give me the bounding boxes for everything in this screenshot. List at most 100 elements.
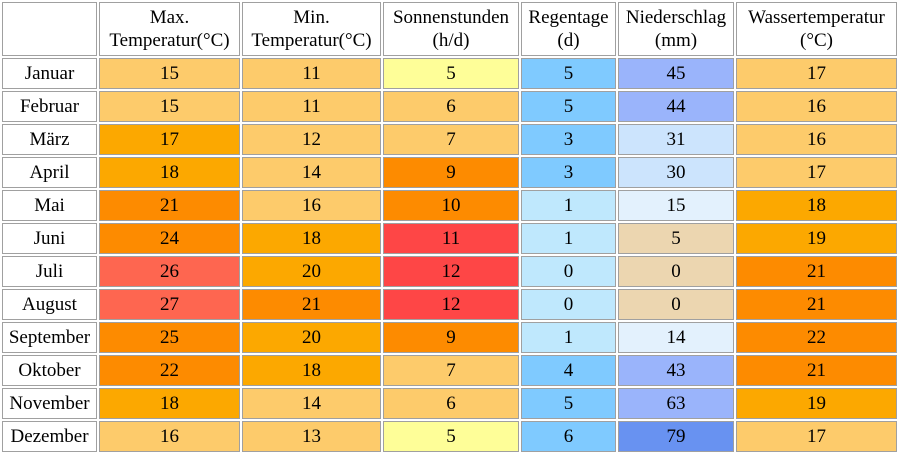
cell-rain-days: 1: [521, 322, 616, 353]
table-row: März 17 12 7 3 31 16: [2, 124, 897, 155]
month-label: Dezember: [2, 421, 97, 452]
table-row: August 27 21 12 0 0 21: [2, 289, 897, 320]
cell-min-temp: 16: [242, 190, 381, 221]
cell-rain-days: 1: [521, 223, 616, 254]
header-row: Max. Temperatur(°C) Min. Temperatur(°C) So…: [2, 2, 897, 56]
cell-max-temp: 17: [99, 124, 240, 155]
cell-rain-days: 5: [521, 58, 616, 89]
cell-min-temp: 12: [242, 124, 381, 155]
table-row: Dezember 16 13 5 6 79 17: [2, 421, 897, 452]
table-row: Juni 24 18 11 1 5 19: [2, 223, 897, 254]
cell-min-temp: 11: [242, 58, 381, 89]
cell-sun-hours: 9: [383, 157, 519, 188]
cell-max-temp: 18: [99, 388, 240, 419]
cell-max-temp: 25: [99, 322, 240, 353]
cell-rain-days: 3: [521, 157, 616, 188]
cell-water-temp: 16: [736, 124, 897, 155]
cell-precipitation: 45: [618, 58, 734, 89]
cell-precipitation: 31: [618, 124, 734, 155]
table-row: November 18 14 6 5 63 19: [2, 388, 897, 419]
cell-precipitation: 14: [618, 322, 734, 353]
cell-min-temp: 20: [242, 322, 381, 353]
cell-water-temp: 21: [736, 355, 897, 386]
month-label: Oktober: [2, 355, 97, 386]
cell-precipitation: 0: [618, 289, 734, 320]
table-row: Oktober 22 18 7 4 43 21: [2, 355, 897, 386]
cell-max-temp: 27: [99, 289, 240, 320]
cell-water-temp: 22: [736, 322, 897, 353]
cell-rain-days: 5: [521, 388, 616, 419]
cell-sun-hours: 12: [383, 289, 519, 320]
month-label: Januar: [2, 58, 97, 89]
header-precipitation: Niederschlag (mm): [618, 2, 734, 56]
cell-sun-hours: 6: [383, 91, 519, 122]
table-row: April 18 14 9 3 30 17: [2, 157, 897, 188]
cell-precipitation: 79: [618, 421, 734, 452]
cell-precipitation: 63: [618, 388, 734, 419]
cell-max-temp: 22: [99, 355, 240, 386]
cell-water-temp: 21: [736, 256, 897, 287]
cell-sun-hours: 5: [383, 421, 519, 452]
cell-min-temp: 13: [242, 421, 381, 452]
cell-max-temp: 26: [99, 256, 240, 287]
cell-min-temp: 18: [242, 355, 381, 386]
cell-precipitation: 43: [618, 355, 734, 386]
cell-sun-hours: 11: [383, 223, 519, 254]
cell-water-temp: 17: [736, 157, 897, 188]
cell-min-temp: 20: [242, 256, 381, 287]
cell-sun-hours: 12: [383, 256, 519, 287]
cell-rain-days: 4: [521, 355, 616, 386]
cell-precipitation: 44: [618, 91, 734, 122]
month-label: Juni: [2, 223, 97, 254]
table-row: Mai 21 16 10 1 15 18: [2, 190, 897, 221]
cell-sun-hours: 6: [383, 388, 519, 419]
table-row: Januar 15 11 5 5 45 17: [2, 58, 897, 89]
cell-rain-days: 6: [521, 421, 616, 452]
month-label: November: [2, 388, 97, 419]
table-row: Februar 15 11 6 5 44 16: [2, 91, 897, 122]
cell-min-temp: 14: [242, 388, 381, 419]
table-row: September 25 20 9 1 14 22: [2, 322, 897, 353]
cell-rain-days: 0: [521, 256, 616, 287]
header-max-temp: Max. Temperatur(°C): [99, 2, 240, 56]
cell-min-temp: 18: [242, 223, 381, 254]
month-label: April: [2, 157, 97, 188]
cell-sun-hours: 9: [383, 322, 519, 353]
cell-rain-days: 1: [521, 190, 616, 221]
header-rain-days: Regentage (d): [521, 2, 616, 56]
cell-min-temp: 11: [242, 91, 381, 122]
month-label: September: [2, 322, 97, 353]
cell-precipitation: 30: [618, 157, 734, 188]
header-sun-hours: Sonnenstunden (h/d): [383, 2, 519, 56]
cell-max-temp: 15: [99, 91, 240, 122]
cell-precipitation: 5: [618, 223, 734, 254]
cell-water-temp: 21: [736, 289, 897, 320]
cell-min-temp: 14: [242, 157, 381, 188]
cell-precipitation: 15: [618, 190, 734, 221]
cell-water-temp: 19: [736, 223, 897, 254]
cell-water-temp: 19: [736, 388, 897, 419]
month-label: Juli: [2, 256, 97, 287]
cell-max-temp: 18: [99, 157, 240, 188]
cell-max-temp: 16: [99, 421, 240, 452]
cell-rain-days: 5: [521, 91, 616, 122]
table-row: Juli 26 20 12 0 0 21: [2, 256, 897, 287]
cell-max-temp: 21: [99, 190, 240, 221]
month-label: Mai: [2, 190, 97, 221]
cell-rain-days: 3: [521, 124, 616, 155]
header-min-temp: Min. Temperatur(°C): [242, 2, 381, 56]
cell-water-temp: 18: [736, 190, 897, 221]
cell-sun-hours: 5: [383, 58, 519, 89]
cell-max-temp: 15: [99, 58, 240, 89]
cell-sun-hours: 7: [383, 124, 519, 155]
cell-water-temp: 17: [736, 58, 897, 89]
cell-precipitation: 0: [618, 256, 734, 287]
header-water-temp: Wassertemperatur (°C): [736, 2, 897, 56]
cell-water-temp: 16: [736, 91, 897, 122]
month-label: Februar: [2, 91, 97, 122]
cell-min-temp: 21: [242, 289, 381, 320]
cell-sun-hours: 10: [383, 190, 519, 221]
cell-rain-days: 0: [521, 289, 616, 320]
cell-sun-hours: 7: [383, 355, 519, 386]
